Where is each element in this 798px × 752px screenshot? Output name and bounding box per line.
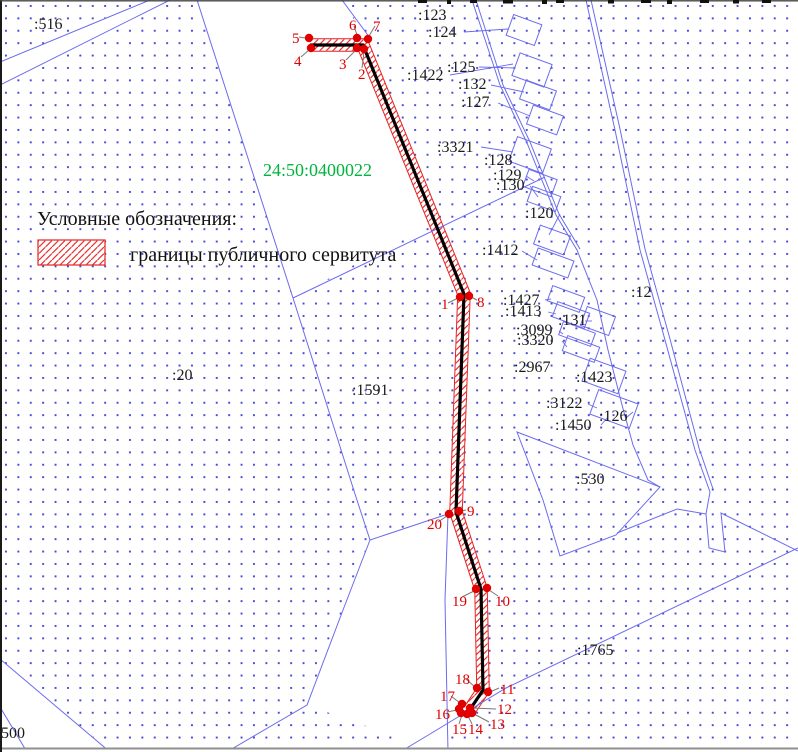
point-dot-4	[306, 43, 316, 53]
parcel-label-leaders	[449, 28, 634, 426]
point-number-15: 15	[452, 722, 467, 738]
point-number-11: 11	[500, 682, 514, 698]
point-dot-20	[444, 509, 454, 519]
parcel-label: :3321	[437, 139, 473, 156]
point-leader	[465, 678, 476, 688]
point-number-17: 17	[440, 689, 456, 705]
point-number-1: 1	[441, 297, 449, 313]
point-number-19: 19	[452, 594, 467, 610]
point-dot-6	[352, 33, 362, 43]
parcel-label: :516	[34, 16, 62, 33]
parcel-label: :1591	[352, 382, 388, 399]
parcel-label: :1412	[482, 242, 518, 259]
point-dot-17	[457, 699, 467, 709]
parcel-label: :132	[458, 76, 486, 93]
servitude-swatch-icon	[37, 239, 106, 266]
point-leader	[473, 713, 490, 723]
point-leader	[298, 36, 306, 39]
parcel-label: :127	[461, 94, 489, 111]
parcel-label: :124	[428, 24, 456, 41]
point-dot-5	[304, 33, 314, 43]
parcel-label: 500	[1, 725, 25, 742]
parcel-label: :128	[484, 152, 512, 169]
parcel-label: :1413	[505, 303, 541, 320]
point-leader	[345, 49, 357, 61]
parcel-label: :1423	[576, 369, 612, 386]
point-leader	[300, 49, 310, 58]
point-dot-9	[454, 506, 464, 516]
parcel-labels: :516:123:124:1422:125:132:127:3321:128:1…	[1, 7, 651, 742]
parcel-label: :130	[496, 177, 524, 194]
point-leader	[471, 707, 497, 710]
legend: Условные обозначения: границы публичного…	[37, 208, 397, 266]
legend-item-label: границы публичного сервитута	[130, 244, 397, 266]
point-number-4: 4	[294, 54, 302, 70]
point-number-20: 20	[427, 517, 442, 533]
point-number-9: 9	[467, 504, 475, 520]
parcel-label: :530	[576, 471, 604, 488]
point-number-2: 2	[358, 67, 366, 83]
point-leader	[353, 25, 358, 36]
point-number-12: 12	[497, 702, 512, 718]
parcel-label: :3320	[517, 332, 553, 349]
parcel-label: :12	[631, 284, 651, 301]
point-number-16: 16	[435, 707, 451, 723]
parcel-label: :131	[558, 312, 586, 329]
cadastral-quarter-label: 24:50:0400022	[263, 160, 372, 180]
point-number-14: 14	[468, 722, 484, 738]
point-number-10: 10	[495, 594, 510, 610]
point-leader	[488, 589, 499, 597]
point-leader	[361, 51, 365, 69]
parcel-label: :129	[493, 167, 521, 184]
point-number-13: 13	[490, 717, 505, 733]
point-number-8: 8	[477, 295, 485, 311]
point-dot-8	[464, 291, 474, 301]
point-number-6: 6	[349, 18, 357, 34]
point-dot-10	[482, 583, 492, 593]
point-dot-19	[471, 584, 481, 594]
parcel-label: :20	[172, 367, 192, 384]
point-dot-1	[455, 292, 465, 302]
point-number-3: 3	[339, 57, 347, 73]
parcel-label: :3122	[546, 395, 582, 412]
clipped-title-fragments	[418, 0, 771, 4]
parcel-label: :1450	[555, 417, 591, 434]
parcel-label: :1427	[503, 292, 539, 309]
parcel-label: :125	[447, 59, 475, 76]
point-leader	[461, 590, 475, 598]
point-dot-2	[359, 44, 369, 54]
parcel-label: :120	[525, 205, 553, 222]
point-dot-7	[363, 34, 373, 44]
point-leader	[368, 25, 376, 37]
small-parcel-rects	[505, 13, 639, 430]
parcel-label: :1422	[407, 67, 443, 84]
point-number-7: 7	[373, 19, 381, 35]
point-number-18: 18	[455, 672, 470, 688]
parcel-label: :2967	[514, 359, 550, 376]
point-dots	[304, 33, 493, 719]
point-number-5: 5	[292, 31, 300, 47]
legend-title: Условные обозначения:	[37, 208, 237, 230]
parcel-label: :123	[418, 7, 446, 24]
parcel-label: :126	[599, 408, 627, 425]
point-leader	[437, 515, 448, 523]
point-dot-18	[472, 683, 482, 693]
parcel-label: :1765	[577, 642, 613, 659]
point-dot-3	[352, 43, 362, 53]
point-dot-11	[483, 687, 493, 697]
parcel-label: :3099	[516, 322, 552, 339]
